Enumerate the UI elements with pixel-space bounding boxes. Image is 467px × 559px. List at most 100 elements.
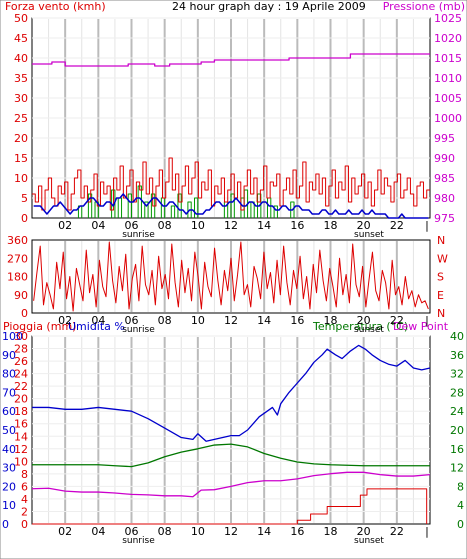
wind-tick-label: 30 — [14, 92, 28, 105]
pressure-tick-label: 1015 — [434, 52, 462, 65]
wind-tick-label: 20 — [14, 132, 28, 145]
wind-average-series — [33, 193, 429, 219]
temperature-tick-label: 32 — [450, 368, 464, 381]
x-tick-label: 12 — [224, 525, 238, 538]
pressure-tick-label: 1020 — [434, 32, 462, 45]
x-tick-label: 04 — [91, 219, 105, 232]
temperature-tick-label: 0 — [457, 518, 464, 531]
x-tick-label: 02 — [58, 314, 72, 327]
wind-tick-label: 40 — [14, 52, 28, 65]
x-tick-label: 22 — [390, 314, 404, 327]
rain-tick-label: 2 — [21, 505, 28, 518]
wind-tick-label: 50 — [14, 12, 28, 25]
x-tick-label: 18 — [324, 314, 338, 327]
rain-series — [32, 488, 428, 525]
x-tick-label: 16 — [290, 219, 304, 232]
x-tick-label: 18 — [324, 525, 338, 538]
pressure-tick-label: 990 — [434, 152, 455, 165]
direction-tick-label: 90 — [14, 289, 28, 302]
x-tick-label: 16 — [290, 525, 304, 538]
x-tick-end: | — [425, 219, 429, 232]
temperature-tick-label: 24 — [450, 405, 464, 418]
compass-tick-label: N — [437, 234, 445, 247]
x-tick-label: 10 — [191, 314, 205, 327]
sun-label: sunset — [354, 325, 384, 335]
wind-tick-label: 35 — [14, 72, 28, 85]
dewpoint-series — [31, 471, 431, 498]
humidity-axis-title: Umidita % — [68, 320, 125, 333]
temperature-axis-title: Temperatura (°C) — [312, 320, 408, 333]
panel-frame — [31, 239, 431, 314]
humidity-tick-label: 30 — [2, 462, 16, 475]
x-tick-label: 22 — [390, 219, 404, 232]
wind-tick-label: 10 — [14, 172, 28, 185]
pressure-tick-label: 1025 — [434, 12, 462, 25]
rain-tick-label: 20 — [14, 393, 28, 406]
direction-tick-label: 180 — [7, 271, 28, 284]
temperature-tick-label: 36 — [450, 349, 464, 362]
direction-tick-label: 360 — [7, 234, 28, 247]
x-tick-label: 16 — [290, 314, 304, 327]
sun-label: sunrise — [122, 325, 155, 335]
x-tick-label: 18 — [324, 219, 338, 232]
rain-tick-label: 10 — [14, 455, 28, 468]
temperature-tick-label: 12 — [450, 462, 464, 475]
wind-tick-label: 25 — [14, 112, 28, 125]
sun-label: sunrise — [122, 230, 155, 240]
x-tick-label: 14 — [257, 219, 271, 232]
humidity-tick-label: 40 — [2, 443, 16, 456]
x-tick-label: 06 — [125, 525, 139, 538]
pressure-tick-label: 975 — [434, 212, 455, 225]
compass-tick-label: N — [437, 307, 445, 320]
x-tick-label: 10 — [191, 219, 205, 232]
temperature-tick-label: 20 — [450, 424, 464, 437]
rain-tick-label: 30 — [14, 330, 28, 343]
sun-label: sunset — [354, 536, 384, 546]
x-tick-label: 22 — [390, 525, 404, 538]
compass-tick-label: E — [437, 289, 444, 302]
wind-direction-series — [33, 241, 429, 312]
pressure-series — [32, 53, 430, 67]
rain-tick-label: 14 — [14, 430, 28, 443]
pressure-tick-label: 995 — [434, 132, 455, 145]
x-tick-label: 20 — [357, 219, 371, 232]
rain-tick-label: 0 — [21, 518, 28, 531]
x-tick-label: 20 — [357, 314, 371, 327]
sun-label: sunset — [354, 230, 384, 240]
x-tick-label: 08 — [158, 314, 172, 327]
x-tick-end: | — [425, 525, 429, 538]
humidity-tick-label: 50 — [2, 424, 16, 437]
humidity-series — [32, 344, 431, 442]
pressure-tick-label: 1010 — [434, 72, 462, 85]
x-tick-label: 02 — [58, 525, 72, 538]
temperature-tick-label: 4 — [457, 499, 464, 512]
x-tick-label: 14 — [257, 314, 271, 327]
humidity-tick-label: 70 — [2, 386, 16, 399]
sun-label: sunrise — [122, 536, 155, 546]
wind-tick-label: 0 — [21, 212, 28, 225]
rain-tick-label: 26 — [14, 355, 28, 368]
wind-axis-title: Forza vento (kmh) — [5, 0, 106, 13]
rain-tick-label: 6 — [21, 480, 28, 493]
rain-tick-label: 12 — [14, 443, 28, 456]
x-tick-label: 14 — [257, 525, 271, 538]
humidity-tick-label: 90 — [2, 349, 16, 362]
rain-tick-label: 28 — [14, 343, 28, 356]
dewpoint-axis-title: Dew Point — [393, 320, 449, 333]
pressure-tick-label: 980 — [434, 192, 455, 205]
chart-title: 24 hour graph day : 19 Aprile 2009 — [172, 0, 366, 13]
x-tick-label: 02 — [58, 219, 72, 232]
rain-tick-label: 18 — [14, 405, 28, 418]
humidity-tick-label: 0 — [2, 518, 9, 531]
x-tick-label: 12 — [224, 314, 238, 327]
x-tick-label: 12 — [224, 219, 238, 232]
rain-tick-label: 22 — [14, 380, 28, 393]
x-tick-label: 08 — [158, 219, 172, 232]
x-tick-end: | — [425, 314, 429, 327]
rain-tick-label: 4 — [21, 493, 28, 506]
x-tick-label: 04 — [91, 314, 105, 327]
humidity-tick-label: 60 — [2, 405, 16, 418]
pressure-tick-label: 1000 — [434, 112, 462, 125]
x-tick-label: 06 — [125, 219, 139, 232]
